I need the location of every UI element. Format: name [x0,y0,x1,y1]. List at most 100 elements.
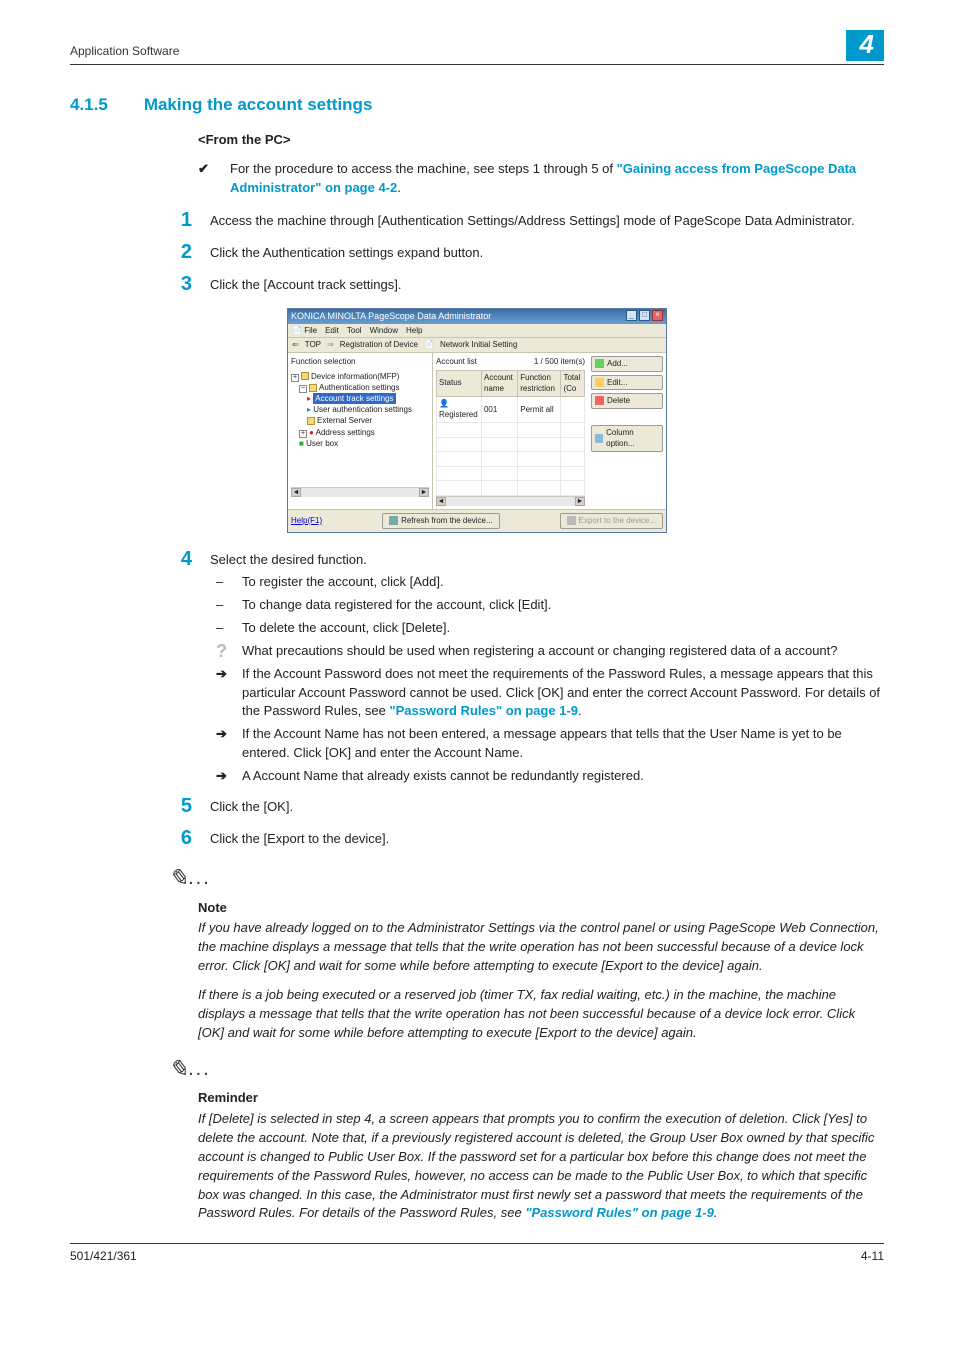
titlebar-text: KONICA MINOLTA PageScope Data Administra… [291,310,491,323]
question-icon: ? [216,642,230,661]
export-button[interactable]: Export to the device... [560,513,663,529]
menu-edit[interactable]: Edit [325,325,339,337]
menubar: 📄 File Edit Tool Window Help [288,324,666,339]
tree-account-track[interactable]: Account track settings [313,393,395,404]
reminder-paragraph: If [Delete] is selected in step 4, a scr… [198,1110,884,1223]
breadcrumb: ⇐ TOP ⇒ Registration of Device 📄 Network… [288,338,666,353]
arrow-icon: ➔ [216,665,230,722]
table-row[interactable]: 👤 Registered 001 Permit all [437,396,585,422]
add-button[interactable]: Add... [591,356,663,372]
refresh-button[interactable]: Refresh from the device... [382,513,500,529]
section-heading: 4.1.5 Making the account settings [70,93,884,118]
folder-icon [309,384,317,392]
sub-item: A Account Name that already exists canno… [242,767,644,786]
section-number: 4.1.5 [70,93,108,118]
step-text: Click the [OK]. [210,798,884,818]
add-icon [595,359,604,368]
crumb-top[interactable]: TOP [305,339,321,351]
close-icon[interactable]: × [652,310,663,321]
dash-bullet: – [216,573,230,592]
password-rules-link[interactable]: "Password Rules" on page 1-9 [389,703,578,718]
menu-help[interactable]: Help [406,325,422,337]
crumb-reg[interactable]: Registration of Device [340,339,418,351]
step-text: Select the desired function. [210,551,884,570]
password-rules-link[interactable]: "Password Rules" on page 1-9 [525,1205,714,1220]
header-section: Application Software [70,43,179,60]
refresh-icon [389,516,398,525]
delete-icon [595,396,604,405]
note-paragraph: If there is a job being executed or a re… [198,986,884,1043]
step-number: 4 [168,549,192,784]
step-number: 1 [168,210,192,230]
note-label: Note [198,899,884,918]
step-text: Click the Authentication settings expand… [210,244,884,264]
note-icon: ✎... [168,862,884,897]
account-list-count: 1 / 500 item(s) [534,356,585,368]
step-2: 2 Click the Authentication settings expa… [168,244,884,264]
step-text: Click the [Export to the device]. [210,830,884,850]
sub-heading: <From the PC> [198,131,884,150]
footer-right: 4-11 [861,1248,884,1265]
tree-userbox[interactable]: User box [306,439,338,448]
menu-window[interactable]: Window [370,325,398,337]
edit-button[interactable]: Edit... [591,375,663,391]
menu-tool[interactable]: Tool [347,325,362,337]
step-1: 1 Access the machine through [Authentica… [168,212,884,232]
tree-address[interactable]: Address settings [316,428,375,437]
step-text: Access the machine through [Authenticati… [210,212,884,232]
delete-button[interactable]: Delete [591,393,663,409]
section-title: Making the account settings [144,93,373,118]
titlebar: KONICA MINOLTA PageScope Data Administra… [288,309,666,324]
account-list-label: Account list [436,356,477,368]
note-icon: ✎... [168,1053,884,1088]
column-icon [595,434,603,443]
export-icon [567,516,576,525]
column-option-button[interactable]: Column option... [591,425,663,452]
menu-file[interactable]: 📄 File [292,325,317,337]
step-number: 5 [168,796,192,816]
minimize-icon[interactable]: _ [626,310,637,321]
crumb-net[interactable]: Network Initial Setting [440,339,517,351]
note-paragraph: If you have already logged on to the Adm… [198,919,884,976]
arrow-icon: ➔ [216,725,230,763]
account-table: Status Account name Function restriction… [436,370,585,496]
col-name[interactable]: Account name [481,370,517,396]
edit-icon [595,378,604,387]
sub-item: If the Account Name has not been entered… [242,725,884,763]
col-total[interactable]: Total (Co [561,370,585,396]
dash-bullet: – [216,619,230,638]
folder-icon [307,417,315,425]
tree-device[interactable]: Device information(MFP) [311,372,399,381]
check-icon: ✔ [198,160,212,198]
embedded-screenshot: KONICA MINOLTA PageScope Data Administra… [70,308,884,533]
step-6: 6 Click the [Export to the device]. [168,830,884,850]
step-number: 6 [168,828,192,848]
dash-bullet: – [216,596,230,615]
scrollbar[interactable]: ◄► [436,496,585,506]
chapter-number: 4 [846,30,884,61]
intro-bullet: ✔ For the procedure to access the machin… [198,160,884,198]
step-3: 3 Click the [Account track settings]. [168,276,884,296]
step-number: 3 [168,274,192,294]
page-header: Application Software 4 [70,30,884,65]
tree-auth[interactable]: Authentication settings [319,383,400,392]
reminder-label: Reminder [198,1089,884,1108]
step-text: Click the [Account track settings]. [210,276,884,296]
function-selection-label: Function selection [291,356,429,368]
scrollbar[interactable]: ◄► [291,487,429,497]
tree-pane: Function selection +Device information(M… [288,353,433,509]
help-link[interactable]: Help(F1) [291,515,322,527]
sub-item: To delete the account, click [Delete]. [242,619,450,638]
step-5: 5 Click the [OK]. [168,798,884,818]
col-restrict[interactable]: Function restriction [518,370,561,396]
tree-user-auth[interactable]: User authentication settings [313,405,412,414]
page-footer: 501/421/361 4-11 [70,1243,884,1265]
tree-external[interactable]: External Server [317,416,372,425]
maximize-icon[interactable]: □ [639,310,650,321]
intro-text: For the procedure to access the machine,… [230,160,884,198]
folder-icon [301,372,309,380]
arrow-icon: ➔ [216,767,230,786]
sub-item: To register the account, click [Add]. [242,573,444,592]
col-status[interactable]: Status [437,370,482,396]
step-4: 4 Select the desired function. –To regis… [168,551,884,786]
